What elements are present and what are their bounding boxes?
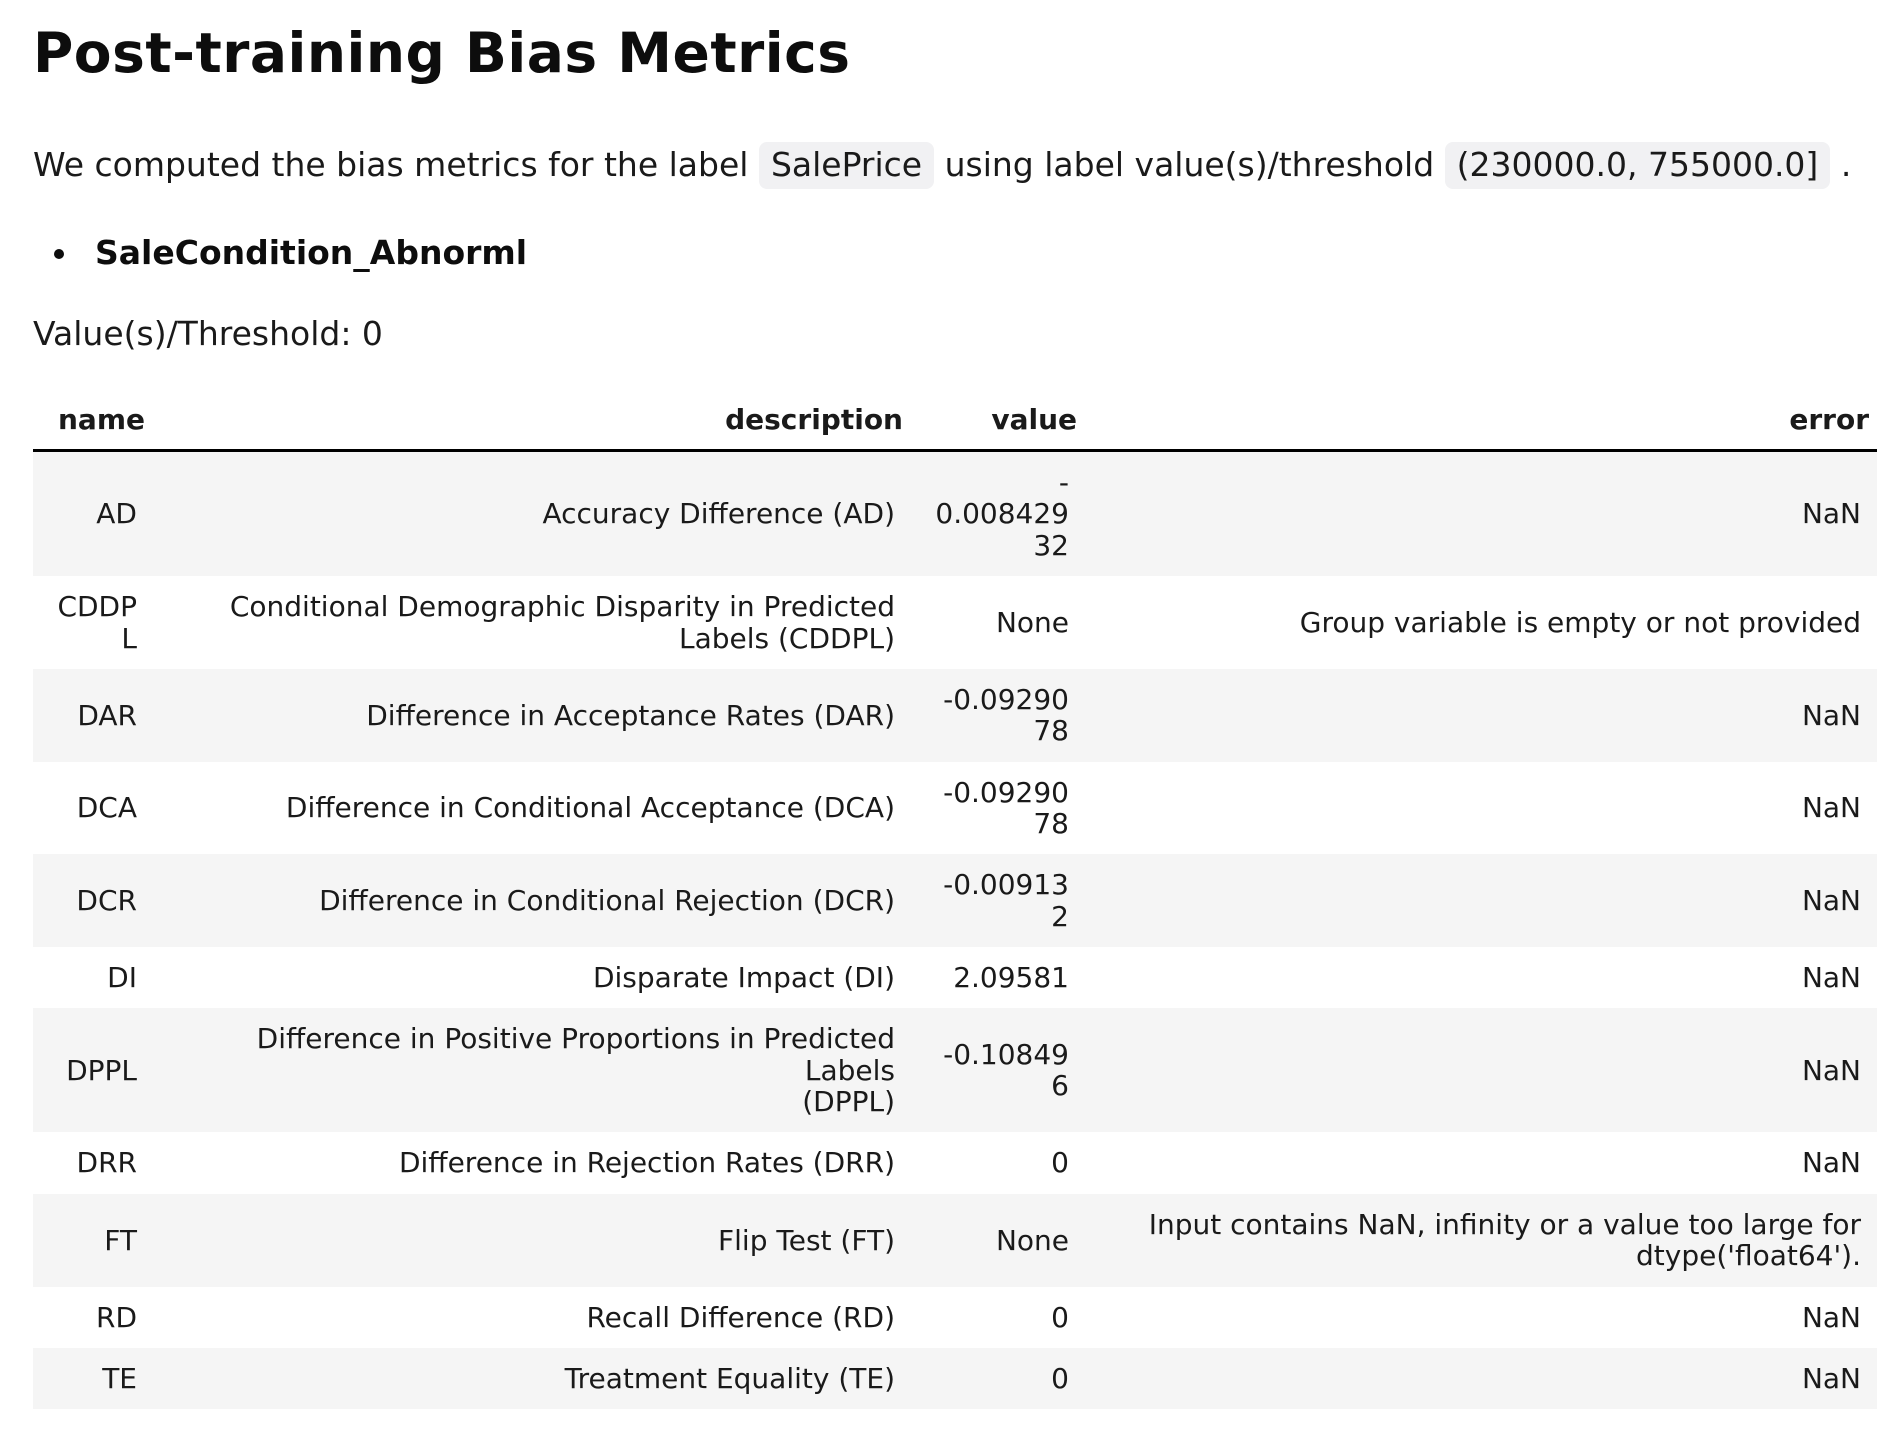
- metric-description-cell: Disparate Impact (DI): [592, 961, 895, 995]
- metric-error-cell: NaN: [1801, 1053, 1861, 1087]
- table-row: DAR Difference in Acceptance Rates (DAR)…: [33, 668, 1877, 762]
- intro-text-before: We computed the bias metrics for the lab…: [33, 145, 749, 185]
- metric-value-cell: -0.0929078: [943, 775, 1069, 840]
- metric-description-cell: Conditional Demographic Disparity in Pre…: [229, 590, 895, 655]
- table-row: RD Recall Difference (RD) 0 NaN: [33, 1287, 1877, 1348]
- metric-error-cell: NaN: [1801, 884, 1861, 917]
- metric-description-cell: Difference in Positive Proportions in Pr…: [256, 1022, 895, 1119]
- facet-list: SaleCondition_Abnorml: [33, 233, 1877, 272]
- metric-description-cell: Difference in Conditional Acceptance (DC…: [285, 791, 895, 825]
- table-row: CDDPL Conditional Demographic Disparity …: [33, 576, 1877, 669]
- table-row: DCR Difference in Conditional Rejection …: [33, 854, 1877, 948]
- metric-error-cell: NaN: [1801, 791, 1861, 825]
- metric-description-cell: Recall Difference (RD): [586, 1300, 895, 1334]
- metric-name-cell: DRR: [76, 1146, 137, 1180]
- column-header-value: value: [911, 397, 1085, 453]
- bias-metrics-table: name description value error AD Accuracy…: [33, 397, 1877, 1410]
- metric-value-cell: None: [995, 605, 1069, 639]
- metric-error-cell: NaN: [1801, 1146, 1861, 1180]
- metric-description-cell: Difference in Conditional Rejection (DCR…: [319, 884, 895, 917]
- table-row: AD Accuracy Difference (AD) - 0.00842932…: [33, 450, 1877, 577]
- metric-value-cell: 2.09581: [953, 961, 1069, 995]
- metric-value-cell: 0: [1051, 1146, 1069, 1180]
- metric-value-cell: None: [995, 1223, 1069, 1257]
- metric-description-cell: Difference in Rejection Rates (DRR): [398, 1146, 895, 1180]
- metric-error-cell: NaN: [1801, 1361, 1861, 1395]
- column-header-name: name: [33, 397, 153, 453]
- facet-threshold-line: Value(s)/Threshold: 0: [33, 314, 383, 354]
- metric-description-cell: Flip Test (FT): [718, 1223, 895, 1257]
- metric-name-cell: DI: [107, 961, 137, 995]
- metric-value-cell: -0.0929078: [943, 682, 1069, 748]
- metric-error-cell: NaN: [1801, 497, 1861, 531]
- table-row: DCA Difference in Conditional Acceptance…: [33, 762, 1877, 855]
- metric-name-cell: CDDPL: [57, 590, 137, 655]
- intro-text-after: .: [1840, 145, 1852, 185]
- facet-list-item: SaleCondition_Abnorml: [81, 233, 1877, 272]
- metric-value-cell: 0: [1051, 1361, 1069, 1395]
- column-header-description: description: [153, 397, 911, 453]
- metric-error-cell: Group variable is empty or not provided: [1299, 605, 1861, 639]
- column-header-error: error: [1085, 397, 1877, 453]
- label-code-chip: SalePrice: [758, 142, 935, 190]
- metric-value-cell: -0.108496: [943, 1038, 1069, 1103]
- table-header-row: name description value error: [33, 397, 1877, 453]
- metric-value-cell: 0: [1051, 1300, 1069, 1334]
- table-row: TE Treatment Equality (TE) 0 NaN: [33, 1347, 1877, 1410]
- metric-error-cell: NaN: [1801, 1300, 1861, 1334]
- metric-description-cell: Treatment Equality (TE): [564, 1361, 895, 1395]
- intro-text-middle: using label value(s)/threshold: [944, 145, 1435, 185]
- metric-name-cell: DCR: [76, 884, 137, 917]
- metric-name-cell: AD: [96, 497, 137, 531]
- metric-name-cell: DAR: [77, 698, 137, 732]
- threshold-code-chip: (230000.0, 755000.0]: [1444, 142, 1831, 190]
- metric-error-cell: NaN: [1801, 961, 1861, 995]
- table-row: DRR Difference in Rejection Rates (DRR) …: [33, 1132, 1877, 1193]
- metric-error-cell: NaN: [1801, 698, 1861, 732]
- metric-name-cell: RD: [95, 1300, 137, 1334]
- metric-description-cell: Difference in Acceptance Rates (DAR): [366, 698, 895, 732]
- table-row: FT Flip Test (FT) None Input contains Na…: [33, 1193, 1877, 1287]
- metric-description-cell: Accuracy Difference (AD): [542, 497, 895, 531]
- metric-name-cell: TE: [102, 1361, 137, 1395]
- metric-name-cell: DPPL: [66, 1053, 137, 1087]
- metric-name-cell: DCA: [76, 791, 137, 825]
- intro-paragraph: We computed the bias metrics for the lab…: [33, 141, 1877, 190]
- table-row: DPPL Difference in Positive Proportions …: [33, 1008, 1877, 1133]
- page-title: Post-training Bias Metrics: [33, 21, 851, 85]
- metric-error-cell: Input contains NaN, infinity or a value …: [1148, 1207, 1861, 1273]
- metric-value-cell: - 0.00842932: [935, 466, 1069, 562]
- metric-name-cell: FT: [104, 1223, 137, 1257]
- table-row: DI Disparate Impact (DI) 2.09581 NaN: [33, 947, 1877, 1008]
- metric-value-cell: -0.009132: [943, 868, 1069, 933]
